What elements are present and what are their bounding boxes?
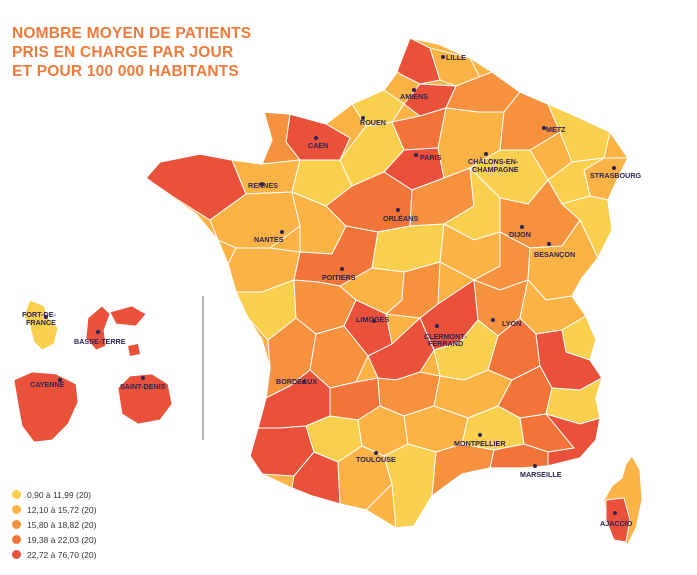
legend-item: 15,80 à 18,82 (20) — [12, 517, 96, 532]
city-marker-icon — [520, 225, 524, 229]
city-marker-icon — [314, 136, 318, 140]
title-line-1: NOMBRE MOYEN DE PATIENTS — [12, 25, 252, 42]
legend-label: 15,80 à 18,82 (20) — [27, 519, 97, 530]
city-label: METZ — [546, 125, 566, 134]
guadeloupe-shape — [85, 305, 111, 351]
legend: 0,90 à 11,99 (20) 12,10 à 15,72 (20) 15,… — [12, 487, 96, 562]
city-marker-icon — [374, 451, 378, 455]
guadeloupe-east-shape — [109, 305, 147, 327]
city-label: TOULOUSE — [356, 455, 396, 464]
legend-label: 12,10 à 15,72 (20) — [27, 504, 97, 515]
city-label: FERRAND — [428, 339, 463, 348]
city-label: STRASBOURG — [590, 171, 642, 180]
martinique-shape — [23, 299, 59, 351]
city-marker-icon — [542, 126, 546, 130]
city-label: CAYENNE — [30, 380, 65, 389]
city-label: CHÂLONS-EN- — [468, 157, 519, 166]
city-label: BORDEAUX — [276, 377, 317, 386]
city-marker-icon — [441, 55, 445, 59]
city-marker-icon — [96, 330, 100, 334]
city-label: NANTES — [254, 235, 284, 244]
legend-item: 12,10 à 15,72 (20) — [12, 502, 96, 517]
legend-swatch — [12, 505, 21, 514]
guyane-shape — [13, 371, 79, 443]
city-label: BASSE-TERRE — [74, 337, 126, 346]
city-marker-icon — [340, 267, 344, 271]
city-label: CLERMONT- — [424, 332, 467, 341]
city-label: ORLÉANS — [383, 214, 418, 223]
legend-swatch — [12, 550, 21, 559]
city-marker-icon — [396, 208, 400, 212]
city-marker-icon — [435, 324, 439, 328]
department-regions — [146, 38, 628, 528]
city-marker-icon — [484, 152, 488, 156]
city-label: MARSEILLE — [520, 470, 562, 479]
guadeloupe-island-shape — [128, 344, 140, 356]
city-label: MONTPELLIER — [454, 439, 506, 448]
legend-item: 22,72 à 76,70 (20) — [12, 547, 96, 562]
title-line-3: ET POUR 100 000 HABITANTS — [12, 63, 239, 80]
city-label: DIJON — [509, 230, 531, 239]
city-marker-icon — [533, 464, 537, 468]
city-marker-icon — [412, 88, 416, 92]
legend-label: 19,38 à 22,03 (20) — [27, 534, 97, 545]
city-label: CHAMPAGNE — [472, 165, 519, 174]
city-marker-icon — [613, 511, 617, 515]
city-marker-icon — [260, 182, 264, 186]
city-marker-icon — [361, 116, 365, 120]
city-label: AMIENS — [400, 92, 428, 101]
city-label: SAINT-DENIS — [120, 382, 166, 391]
legend-swatch — [12, 490, 21, 499]
city-label: FORT-DE- — [22, 310, 57, 319]
city-label: LILLE — [446, 53, 466, 62]
map-title: NOMBRE MOYEN DE PATIENTS PRIS EN CHARGE … — [12, 24, 312, 81]
legend-swatch — [12, 520, 21, 529]
city-label: RENNES — [248, 181, 278, 190]
legend-label: 22,72 à 76,70 (20) — [27, 549, 97, 560]
city-marker-icon — [302, 380, 306, 384]
city-label: LYON — [502, 319, 521, 328]
city-label: PARIS — [420, 153, 442, 162]
city-marker-icon — [44, 315, 48, 319]
city-markers: LILLE AMIENS ROUEN CAEN METZ PARIS CHÂLONS-EN-… — [22, 53, 642, 528]
overseas-territories — [13, 299, 173, 443]
city-label: POITIERS — [322, 273, 356, 282]
department-region — [431, 443, 495, 498]
city-marker-icon — [547, 242, 551, 246]
city-label: BESANÇON — [534, 250, 575, 259]
city-marker-icon — [414, 153, 418, 157]
legend-item: 19,38 à 22,03 (20) — [12, 532, 96, 547]
department-region — [209, 191, 301, 249]
reunion-shape — [117, 373, 173, 425]
city-marker-icon — [491, 318, 495, 322]
city-label: FRANCE — [26, 318, 56, 327]
mainland-france — [145, 37, 629, 529]
city-marker-icon — [612, 166, 616, 170]
city-marker-icon — [58, 378, 62, 382]
city-marker-icon — [478, 433, 482, 437]
city-label: ROUEN — [360, 118, 386, 127]
city-marker-icon — [141, 376, 145, 380]
city-marker-icon — [280, 230, 284, 234]
title-line-2: PRIS EN CHARGE PAR JOUR — [12, 44, 234, 61]
city-label: LIMOGES — [356, 315, 389, 324]
legend-swatch — [12, 535, 21, 544]
legend-label: 0,90 à 11,99 (20) — [27, 489, 92, 500]
city-marker-icon — [372, 319, 376, 323]
city-label: AJACCIO — [600, 519, 633, 528]
city-label: CAEN — [308, 141, 328, 150]
legend-item: 0,90 à 11,99 (20) — [12, 487, 96, 502]
corsica — [603, 455, 643, 545]
